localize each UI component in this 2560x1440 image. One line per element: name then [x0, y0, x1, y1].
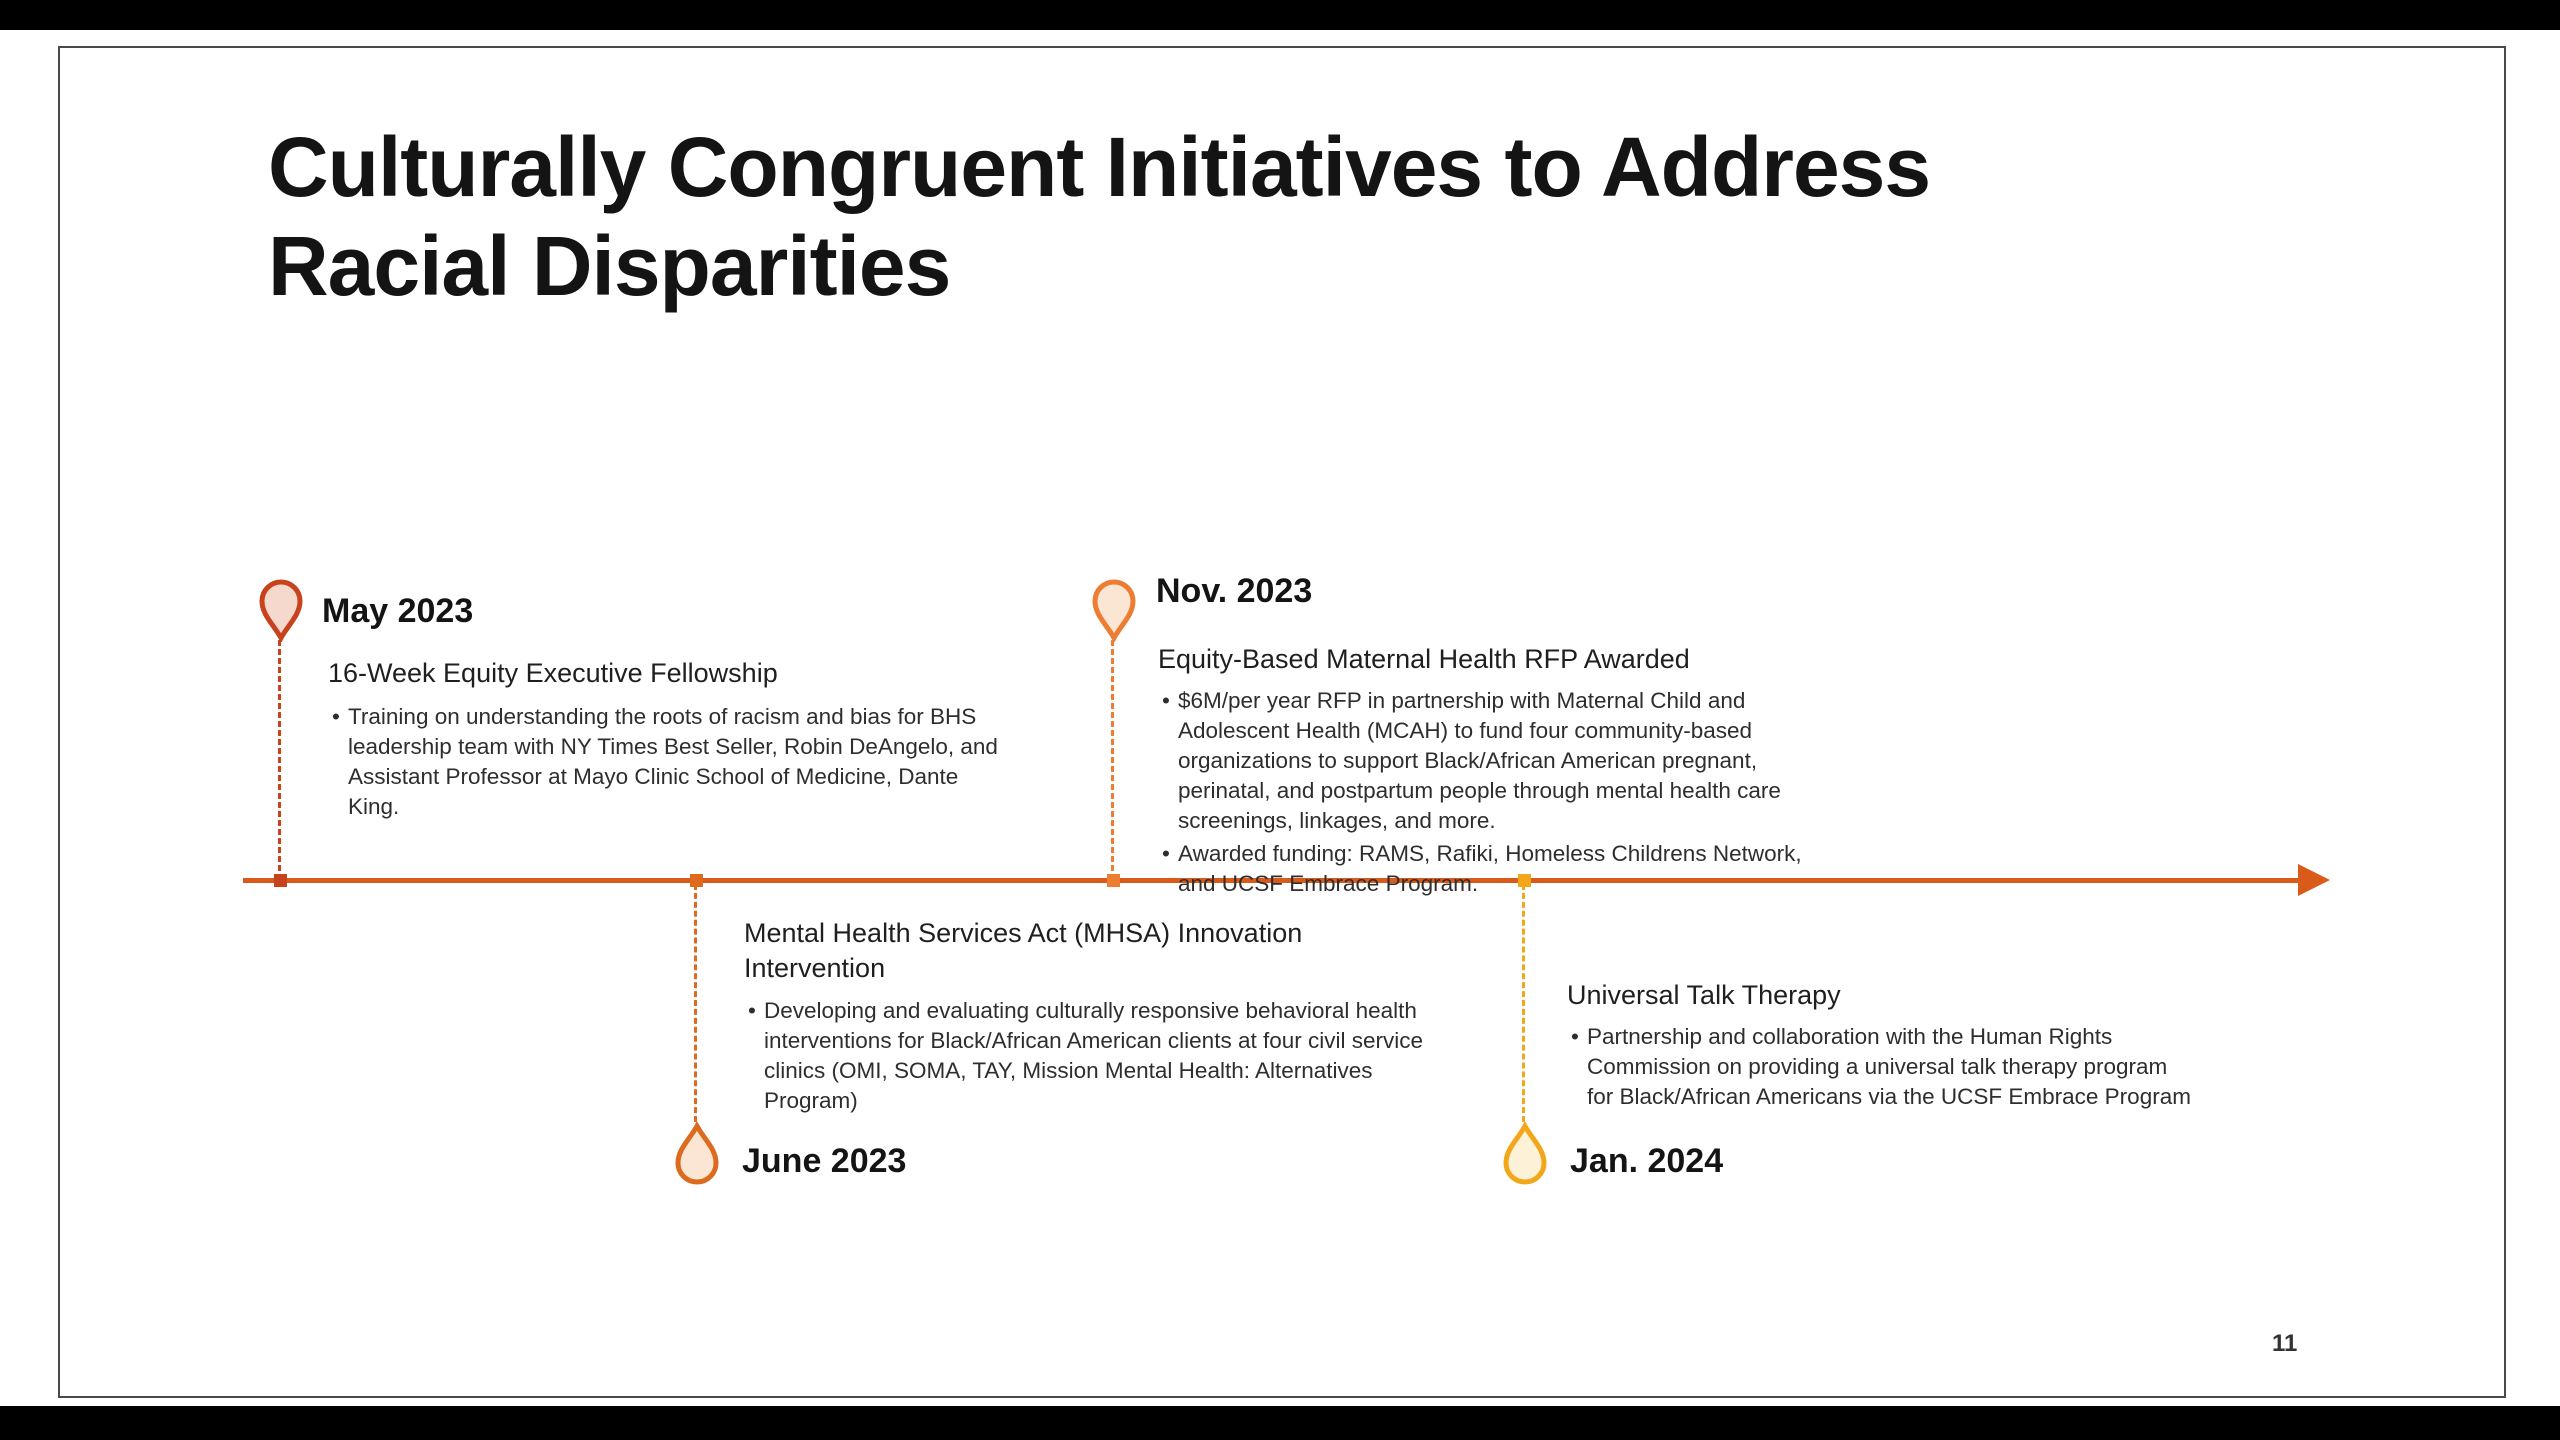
event-heading: Universal Talk Therapy — [1567, 980, 1841, 1010]
event-bullets: Developing and evaluating culturally res… — [748, 996, 1453, 1119]
event-bullet: Training on understanding the roots of r… — [332, 702, 1012, 822]
event-date: June 2023 — [742, 1142, 907, 1180]
timeline-arrowhead-icon — [2298, 864, 2330, 896]
event-date: Jan. 2024 — [1570, 1142, 1724, 1180]
dashed-connector-line — [1522, 884, 1525, 1122]
event-bullet: Awarded funding: RAMS, Rafiki, Homeless … — [1162, 839, 1822, 899]
map-pin-icon — [258, 578, 304, 644]
event-bullet: $6M/per year RFP in partnership with Mat… — [1162, 686, 1822, 836]
event-heading: Mental Health Services Act (MHSA) Innova… — [744, 918, 1303, 984]
map-pin-icon — [1502, 1120, 1548, 1186]
event-bullets: Training on understanding the roots of r… — [332, 702, 1012, 825]
slide-title: Culturally Congruent Initiatives to Addr… — [268, 120, 1931, 314]
event-bullet: Partnership and collaboration with the H… — [1571, 1022, 2191, 1112]
event-date: May 2023 — [322, 592, 474, 630]
page-number: 11 — [2272, 1330, 2298, 1357]
dashed-connector-line — [278, 640, 281, 880]
event-heading: 16-Week Equity Executive Fellowship — [328, 658, 778, 688]
dashed-connector-line — [1111, 640, 1114, 880]
dashed-connector-line — [694, 884, 697, 1122]
map-pin-icon — [1091, 578, 1137, 644]
event-bullet: Developing and evaluating culturally res… — [748, 996, 1453, 1116]
event-heading: Equity-Based Maternal Health RFP Awarded — [1158, 644, 1690, 674]
bottom-letterbox-bar — [0, 1406, 2560, 1440]
event-bullets: $6M/per year RFP in partnership with Mat… — [1162, 686, 1822, 901]
top-letterbox-bar — [0, 0, 2560, 30]
map-pin-icon — [674, 1120, 720, 1186]
timeline-node-square — [1107, 874, 1120, 887]
timeline-node-square — [274, 874, 287, 887]
event-bullets: Partnership and collaboration with the H… — [1571, 1022, 2191, 1115]
timeline-node-square — [1518, 874, 1531, 887]
timeline-node-square — [690, 874, 703, 887]
event-date: Nov. 2023 — [1156, 572, 1313, 610]
